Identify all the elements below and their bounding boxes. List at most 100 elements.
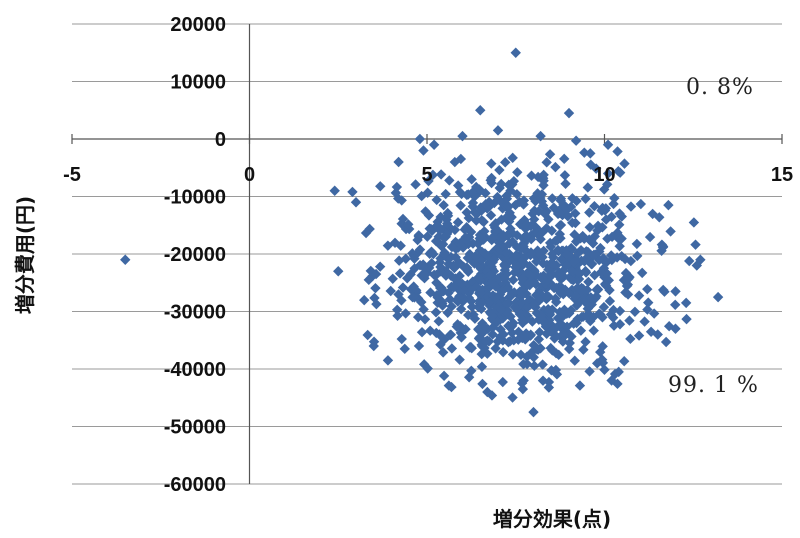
data-point [599, 364, 610, 375]
data-point [688, 217, 700, 228]
data-point [608, 320, 620, 331]
data-point [597, 222, 608, 233]
data-point [413, 340, 425, 352]
data-point [431, 194, 442, 206]
y-tick-label: -20000 [164, 244, 226, 266]
data-point [460, 231, 471, 243]
data-point [520, 223, 531, 234]
data-point [360, 227, 372, 239]
data-point [536, 189, 548, 200]
data-point [480, 188, 491, 199]
data-point [570, 135, 582, 146]
data-point [521, 249, 533, 261]
data-point [596, 205, 608, 217]
data-point [608, 198, 619, 210]
data-point [636, 267, 648, 279]
data-point [396, 333, 407, 345]
data-point [602, 139, 614, 150]
data-point [490, 218, 501, 229]
data-point [564, 337, 575, 349]
x-tick-label: 10 [593, 164, 615, 186]
data-point [648, 308, 660, 319]
data-point [562, 211, 574, 222]
data-point [621, 280, 633, 292]
data-point [476, 303, 487, 315]
data-point [362, 329, 373, 341]
data-point [520, 328, 532, 339]
data-point [498, 232, 509, 243]
data-point [499, 273, 511, 284]
data-point [596, 354, 608, 365]
data-point [455, 200, 466, 211]
data-point [550, 364, 562, 376]
data-point [567, 217, 578, 228]
data-point [614, 305, 626, 317]
data-point [489, 254, 500, 265]
data-point [419, 314, 431, 325]
data-point [409, 263, 420, 274]
annotation-upper-right: 0. 8% [686, 75, 754, 100]
data-point [420, 206, 431, 217]
data-point [533, 247, 544, 259]
data-point [507, 392, 518, 403]
data-point [518, 199, 529, 210]
data-point [588, 250, 599, 261]
data-point [551, 296, 562, 308]
data-point [492, 125, 504, 136]
data-point [490, 343, 501, 354]
data-point [574, 268, 585, 279]
data-point [462, 252, 474, 264]
data-point [414, 133, 426, 145]
data-point [438, 199, 449, 211]
data-point [619, 356, 630, 367]
data-point [463, 212, 474, 224]
data-point [418, 145, 429, 156]
data-point [483, 297, 494, 309]
data-point [589, 269, 600, 281]
data-point [582, 284, 593, 296]
data-point [602, 233, 613, 244]
data-point [519, 258, 530, 269]
data-point [501, 247, 512, 258]
data-point [526, 234, 537, 245]
x-tick-label: 15 [771, 164, 793, 186]
data-point [438, 232, 449, 243]
data-point [574, 380, 586, 391]
data-point [393, 289, 404, 300]
data-point [456, 332, 467, 343]
data-point [486, 172, 497, 184]
data-point [658, 284, 669, 296]
data-point [579, 256, 590, 267]
data-point [633, 330, 645, 341]
x-tick-label: 5 [421, 164, 432, 186]
data-point [479, 342, 490, 354]
data-point [544, 149, 556, 160]
data-point [569, 355, 580, 366]
data-point [385, 285, 396, 297]
data-point [608, 304, 619, 316]
data-point [431, 269, 442, 281]
data-point [387, 273, 398, 284]
y-tick-labels: 20000 10000 0 -10000 -20000 -30000 -40000 -5000… [164, 14, 226, 496]
data-point [393, 156, 404, 168]
data-point [495, 324, 506, 335]
data-point [616, 233, 627, 244]
axes [71, 24, 783, 484]
data-point [409, 253, 420, 264]
x-tick-label: 0 [244, 164, 255, 186]
y-tick-label: -50000 [164, 417, 226, 439]
data-point [518, 237, 530, 249]
data-point [510, 47, 521, 58]
data-point [438, 249, 450, 260]
data-point [532, 171, 544, 183]
data-point [538, 169, 549, 181]
data-point [522, 302, 533, 313]
data-point [512, 304, 523, 316]
data-point [436, 282, 447, 294]
data-point [392, 310, 403, 321]
data-point [467, 238, 479, 249]
data-point [554, 228, 566, 240]
data-point [397, 213, 409, 225]
data-point [503, 216, 515, 227]
